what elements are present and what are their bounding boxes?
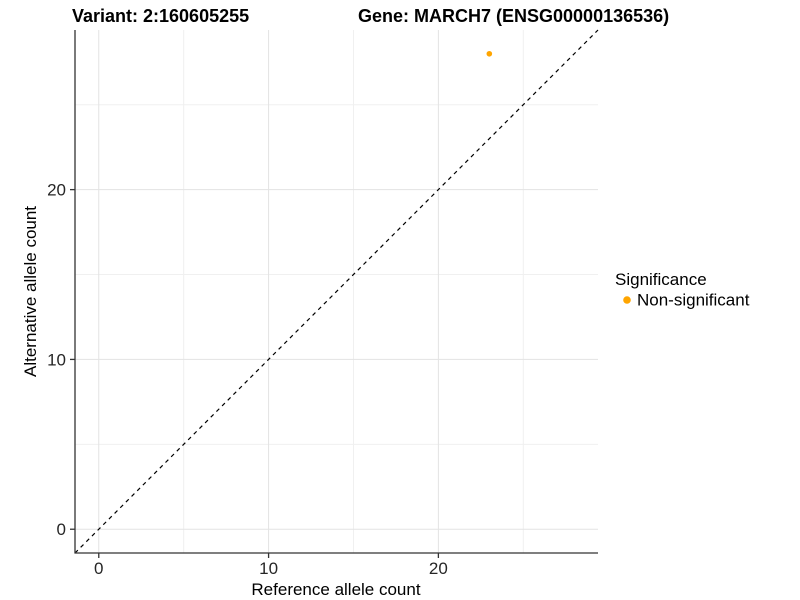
identity-dashed-line xyxy=(74,29,599,554)
legend: Significance Non-significant xyxy=(615,270,750,310)
y-axis-ticks: 0 10 20 xyxy=(47,181,75,539)
grid-minor-lines xyxy=(75,30,598,553)
legend-point-circle-icon xyxy=(623,296,631,304)
grid-major-lines xyxy=(75,30,598,553)
x-axis-title: Reference allele count xyxy=(251,580,420,599)
data-points xyxy=(486,50,493,57)
x-tick-label: 20 xyxy=(429,559,448,578)
legend-title: Significance xyxy=(615,270,707,289)
y-axis-title: Alternative allele count xyxy=(21,206,40,377)
x-tick-label: 0 xyxy=(94,559,103,578)
y-tick-label: 10 xyxy=(47,350,66,369)
legend-item-label: Non-significant xyxy=(637,291,750,310)
y-tick-label: 20 xyxy=(47,181,66,200)
plot-title-gene: Gene: MARCH7 (ENSG00000136536) xyxy=(358,6,669,26)
plot-title-variant: Variant: 2:160605255 xyxy=(72,6,249,26)
data-point xyxy=(486,50,493,57)
x-axis-ticks: 0 10 20 xyxy=(94,553,448,578)
y-tick-label: 0 xyxy=(57,520,66,539)
x-tick-label: 10 xyxy=(259,559,278,578)
